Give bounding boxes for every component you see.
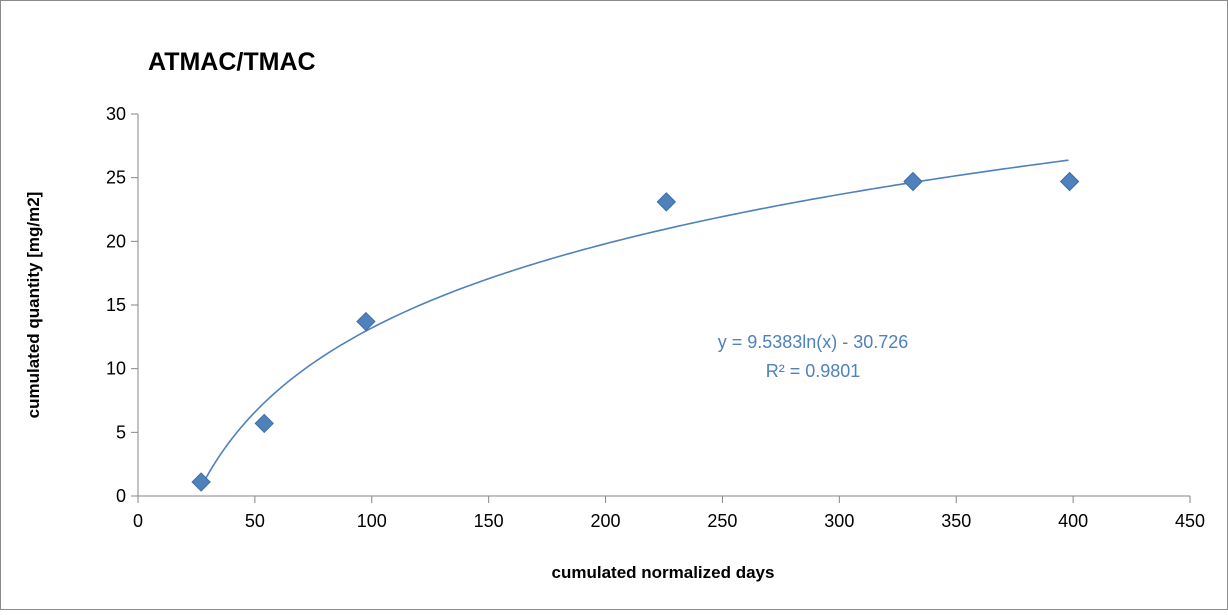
data-points [191,171,1080,492]
data-point-marker [1059,171,1080,192]
data-point-marker [903,171,923,192]
x-tick-label: 400 [1058,511,1088,531]
data-point-marker [254,413,274,434]
y-axis-label: cumulated quantity [mg/m2] [24,192,43,419]
y-tick-label: 25 [106,168,126,188]
x-tick-label: 200 [591,511,621,531]
trendline-r2: R² = 0.9801 [766,361,861,381]
trendline-equation: y = 9.5383ln(x) - 30.726 [718,332,909,352]
x-tick-label: 150 [474,511,504,531]
y-tick-label: 5 [116,422,126,442]
y-tick-label: 10 [106,359,126,379]
x-tick-label: 100 [357,511,387,531]
trendline [200,159,1069,488]
x-tick-label: 300 [824,511,854,531]
x-ticks: 0 50 100 150 200 250 300 350 400 450 [133,496,1205,531]
y-tick-label: 20 [106,231,126,251]
y-tick-label: 0 [116,486,126,506]
chart-title: ATMAC/TMAC [148,48,316,76]
x-tick-label: 450 [1175,511,1205,531]
y-tick-label: 15 [106,295,126,315]
data-point-marker [356,311,376,332]
x-axis-label: cumulated normalized days [552,563,775,582]
y-ticks: 0 5 10 15 20 25 30 [106,104,138,506]
x-tick-label: 50 [245,511,265,531]
data-point-marker [656,192,677,212]
x-tick-label: 250 [707,511,737,531]
y-tick-label: 30 [106,104,126,124]
x-tick-label: 0 [133,511,143,531]
x-tick-label: 350 [941,511,971,531]
data-point-marker [191,472,211,492]
